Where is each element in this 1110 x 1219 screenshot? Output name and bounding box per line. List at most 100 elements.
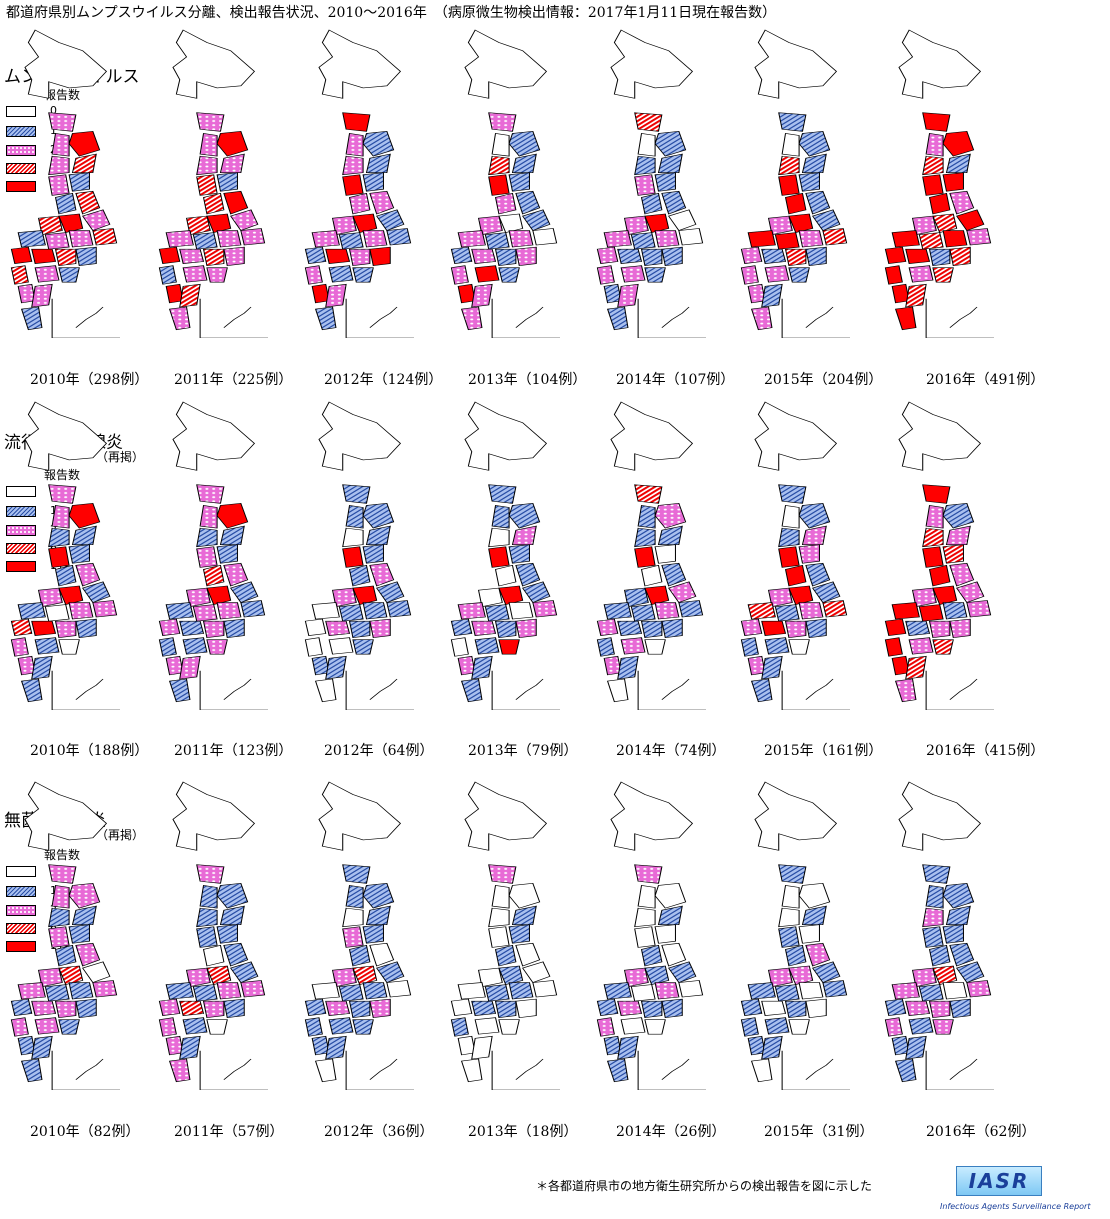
prefecture-region	[311, 982, 340, 1000]
prefecture-region	[206, 267, 228, 283]
prefecture-region	[34, 1017, 60, 1035]
prefecture-region	[942, 230, 968, 248]
prefecture-region	[508, 882, 541, 909]
prefecture-region	[196, 926, 218, 948]
prefecture-region	[179, 248, 205, 264]
prefecture-region	[216, 882, 249, 909]
prefecture-region	[922, 907, 944, 928]
prefecture-region	[603, 602, 632, 620]
prefecture-region	[450, 265, 469, 285]
prefecture-region	[781, 133, 800, 157]
prefecture-region	[661, 562, 687, 587]
prefecture-region	[898, 781, 982, 851]
okinawa-islands	[223, 1058, 252, 1080]
prefecture-region	[474, 265, 500, 283]
prefecture-region	[894, 1058, 917, 1083]
prefecture-region	[365, 905, 391, 925]
prefecture-region	[908, 637, 934, 655]
legend-label: 1	[50, 504, 57, 517]
prefecture-region	[369, 190, 395, 215]
japan-map-svg	[304, 29, 414, 338]
prefecture-region	[644, 267, 666, 283]
prefecture-region	[798, 502, 831, 529]
prefecture-region	[342, 926, 364, 948]
okinawa-inset-frame	[345, 1050, 414, 1090]
prefecture-region	[179, 620, 205, 636]
prefecture-region	[216, 502, 249, 529]
prefecture-region	[630, 604, 656, 622]
prefecture-region	[386, 600, 412, 618]
prefecture-region	[369, 618, 391, 639]
prefecture-region	[362, 982, 388, 1000]
prefecture-region	[798, 544, 820, 564]
prefecture-region	[48, 527, 70, 548]
prefecture-region	[918, 984, 944, 1002]
prefecture-region	[966, 228, 992, 246]
prefecture-region	[754, 29, 838, 99]
prefecture-region	[761, 283, 783, 308]
prefecture-region	[905, 1000, 931, 1016]
prefecture-region	[17, 230, 46, 248]
prefecture-region	[158, 1017, 177, 1037]
japan-map	[738, 28, 850, 338]
prefecture-region	[494, 620, 517, 639]
prefecture-region	[165, 982, 194, 1000]
okinawa-inset-frame	[51, 1050, 120, 1090]
prefecture-region	[158, 265, 177, 285]
prefecture-region	[362, 230, 388, 248]
prefecture-region	[206, 213, 232, 234]
prefecture-region	[206, 585, 232, 606]
prefecture-region	[498, 585, 524, 606]
prefecture-region	[932, 213, 958, 234]
prefecture-region	[634, 484, 663, 504]
map-caption: 2011年（225例）	[174, 372, 293, 388]
prefecture-region	[325, 248, 351, 264]
prefecture-region	[750, 306, 773, 331]
prefecture-region	[75, 998, 97, 1019]
prefecture-region	[805, 618, 827, 639]
prefecture-region	[474, 1017, 500, 1035]
prefecture-region	[216, 130, 249, 157]
prefecture-region	[657, 153, 683, 173]
map-caption: 2014年（74例）	[616, 743, 726, 759]
prefecture-region	[348, 248, 371, 267]
legend-swatch	[6, 543, 36, 554]
legend-swatch	[6, 486, 36, 497]
prefecture-region	[784, 1000, 807, 1019]
japan-map	[302, 400, 414, 710]
prefecture-region	[192, 232, 218, 250]
prefecture-region	[515, 246, 537, 267]
prefecture-region	[894, 678, 917, 703]
prefecture-region	[10, 998, 33, 1016]
prefecture-region	[498, 267, 520, 283]
prefecture-region	[172, 401, 256, 471]
okinawa-islands	[223, 306, 252, 328]
prefecture-region	[644, 965, 670, 986]
prefecture-region	[58, 213, 84, 234]
prefecture-region	[925, 133, 944, 157]
prefecture-region	[68, 882, 101, 909]
prefecture-region	[508, 924, 530, 944]
prefecture-region	[494, 564, 517, 587]
map-caption: 2010年（82例）	[30, 1124, 140, 1140]
prefecture-region	[949, 618, 971, 639]
prefecture-region	[747, 602, 776, 620]
prefecture-region	[10, 246, 33, 264]
okinawa-inset-frame	[925, 298, 994, 338]
prefecture-region	[798, 882, 831, 909]
prefecture-region	[740, 246, 763, 264]
japan-map-svg	[158, 29, 268, 338]
prefecture-region	[668, 209, 697, 231]
section-subtitle: （再掲）	[96, 450, 145, 464]
prefecture-region	[822, 600, 848, 618]
prefecture-region	[644, 213, 670, 234]
prefecture-region	[949, 942, 975, 967]
okinawa-inset-frame	[199, 1050, 268, 1090]
prefecture-region	[778, 484, 807, 504]
prefecture-region	[474, 637, 500, 655]
okinawa-inset-frame	[781, 298, 850, 338]
prefecture-region	[58, 1019, 80, 1035]
map-caption: 2012年（124例）	[324, 372, 443, 388]
okinawa-islands	[369, 1058, 398, 1080]
prefecture-region	[68, 230, 94, 248]
